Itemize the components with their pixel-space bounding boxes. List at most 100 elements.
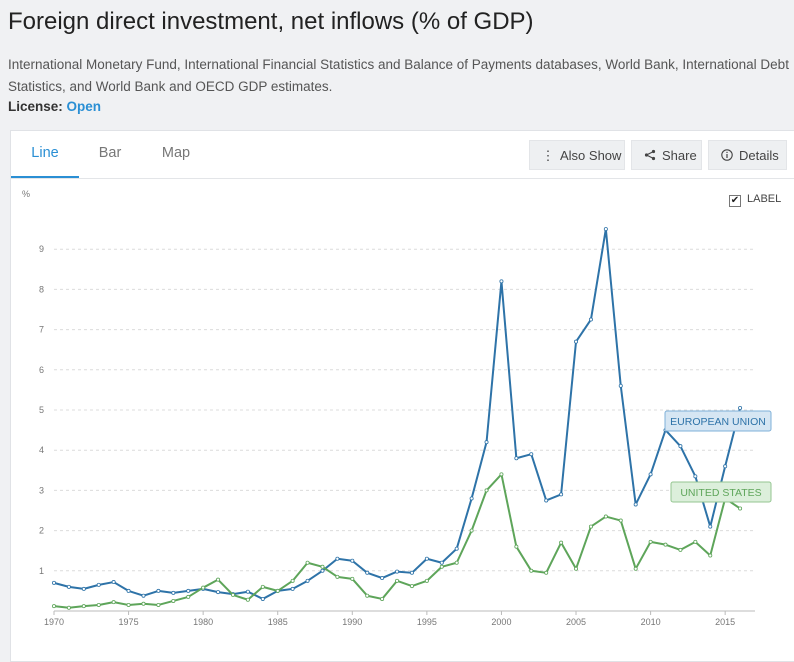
data-point <box>514 544 519 549</box>
y-tick-label: 6 <box>39 365 44 375</box>
data-point <box>469 496 474 501</box>
series-label-european-union: EUROPEAN UNION <box>670 416 766 428</box>
y-tick-label: 2 <box>39 526 44 536</box>
data-point <box>335 556 340 561</box>
data-point <box>574 339 579 344</box>
data-point <box>409 570 414 575</box>
share-icon <box>642 141 658 171</box>
data-point <box>439 564 444 569</box>
data-point <box>66 605 71 610</box>
details-label: Details <box>739 148 779 163</box>
data-point <box>618 383 623 388</box>
data-point <box>111 580 116 585</box>
data-point <box>738 405 743 410</box>
data-point <box>439 560 444 565</box>
data-point <box>260 584 265 589</box>
data-point <box>245 589 250 594</box>
tab-bar-chart[interactable]: Bar <box>98 145 122 161</box>
data-point <box>171 598 176 603</box>
x-tick-label: 1980 <box>193 617 213 627</box>
data-point <box>96 602 101 607</box>
data-point <box>320 568 325 573</box>
info-circle-icon <box>719 141 735 171</box>
data-point <box>52 580 57 585</box>
data-point <box>529 568 534 573</box>
data-point <box>230 592 235 597</box>
data-point <box>708 524 713 529</box>
data-point <box>186 588 191 593</box>
data-point <box>216 590 221 595</box>
data-point <box>469 528 474 533</box>
license-label: License: <box>8 99 63 114</box>
data-point <box>693 539 698 544</box>
data-point <box>111 600 116 605</box>
series-label-united-states-box <box>670 481 772 503</box>
data-point <box>409 584 414 589</box>
y-tick-label: 5 <box>39 405 44 415</box>
series-line-european-union <box>53 228 742 600</box>
vertical-dots-icon: ⋮ <box>541 148 555 163</box>
data-point <box>559 540 564 545</box>
data-point <box>350 558 355 563</box>
data-point <box>484 440 489 445</box>
y-tick-label: 3 <box>39 485 44 495</box>
data-point <box>260 596 265 601</box>
data-point <box>156 602 161 607</box>
y-axis-unit-label: % <box>22 189 30 199</box>
x-tick-label: 2005 <box>566 617 586 627</box>
data-point <box>574 566 579 571</box>
data-point <box>126 602 131 607</box>
page-title: Foreign direct investment, net inflows (… <box>8 8 534 35</box>
tab-map[interactable]: Map <box>161 145 191 161</box>
y-tick-label: 7 <box>39 325 44 335</box>
data-point <box>663 542 668 547</box>
data-point <box>275 588 280 593</box>
label-toggle-text: LABEL <box>747 193 782 205</box>
data-point <box>499 279 504 284</box>
tab-line[interactable]: Line <box>11 131 79 178</box>
data-point <box>633 502 638 507</box>
data-point <box>424 578 429 583</box>
chart-card: Line Bar Map ⋮ Also Show Share Details ✔ L… <box>10 130 794 662</box>
data-point <box>216 577 221 582</box>
y-tick-label: 8 <box>39 284 44 294</box>
data-point <box>66 584 71 589</box>
x-tick-label: 1990 <box>342 617 362 627</box>
data-point <box>186 594 191 599</box>
data-point <box>126 588 131 593</box>
data-point <box>380 596 385 601</box>
data-point <box>588 317 593 322</box>
data-point <box>395 569 400 574</box>
x-tick-label: 1975 <box>119 617 139 627</box>
data-point <box>559 492 564 497</box>
license-line: License: Open <box>8 99 101 114</box>
data-point <box>424 556 429 561</box>
series-label-european-union-box <box>664 410 772 432</box>
data-point <box>81 586 86 591</box>
license-link[interactable]: Open <box>66 99 102 114</box>
x-tick-label: 2015 <box>715 617 735 627</box>
data-point <box>529 452 534 457</box>
data-point <box>603 227 608 232</box>
data-point <box>141 593 146 598</box>
data-point <box>290 578 295 583</box>
data-point <box>52 604 57 609</box>
data-point <box>290 586 295 591</box>
data-point <box>335 574 340 579</box>
data-point <box>305 578 310 583</box>
data-point <box>141 601 146 606</box>
x-tick-label: 2000 <box>491 617 511 627</box>
data-point <box>633 566 638 571</box>
also-show-button[interactable]: ⋮ Also Show <box>529 140 625 170</box>
data-point <box>588 524 593 529</box>
x-tick-label: 1970 <box>44 617 64 627</box>
data-point <box>499 472 504 477</box>
x-tick-label: 2010 <box>641 617 661 627</box>
label-checkbox[interactable]: ✔ <box>729 195 741 207</box>
data-point <box>171 590 176 595</box>
data-point <box>365 593 370 598</box>
share-button[interactable]: Share <box>631 140 702 170</box>
details-button[interactable]: Details <box>708 140 787 170</box>
series-line-united-states <box>53 473 741 609</box>
label-toggle[interactable]: ✔ LABEL <box>729 193 781 207</box>
